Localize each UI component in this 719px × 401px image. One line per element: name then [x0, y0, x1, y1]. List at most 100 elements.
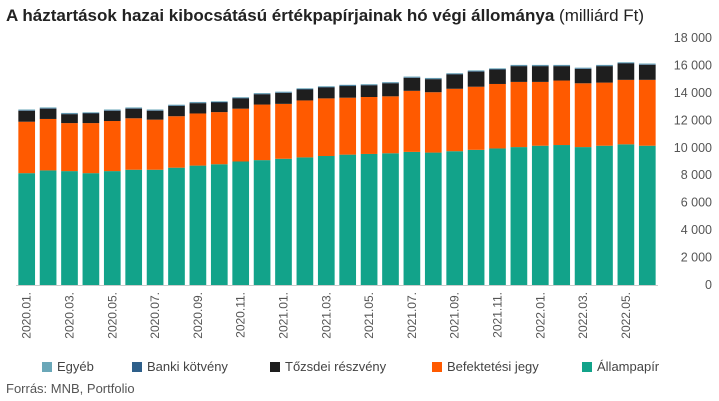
y-tick-label: 14 000: [674, 86, 712, 100]
x-tick-label: 2021.01.: [277, 292, 291, 339]
chart-title-unit: (milliárd Ft): [559, 6, 645, 25]
bar-2021-10-series-4: [467, 70, 485, 72]
bar-2022-06-series-1: [638, 79, 656, 146]
bar-2021-11-series-2: [489, 69, 506, 84]
bar-2021-04-series-0: [339, 154, 357, 285]
bar-2021-03-series-4: [317, 86, 335, 87]
legend-item-allampapir: Állampapír: [582, 359, 659, 374]
bar-2020-10-series-0: [210, 164, 228, 285]
bar-2021-05-series-2: [360, 85, 378, 97]
bar-2021-03-series-0: [317, 156, 335, 285]
bar-2020-02-series-4: [39, 107, 57, 109]
y-tick-label: 8 000: [681, 168, 712, 182]
legend-swatch-egyeb: [42, 361, 52, 372]
chart-title: A háztartások hazai kibocsátású értékpap…: [6, 6, 644, 26]
bar-2020-11-series-3: [232, 97, 250, 99]
bar-2021-10-series-1: [467, 86, 485, 150]
bar-2020-11-series-0: [232, 161, 250, 285]
legend-label-befektetesi-jegy: Befektetési jegy: [447, 359, 539, 374]
bar-2021-12-series-4: [510, 64, 528, 66]
bar-2021-07-series-1: [403, 90, 421, 152]
bar-2020-12-series-4: [253, 93, 271, 94]
bar-2020-05-series-1: [103, 121, 121, 172]
bar-2020-02-series-3: [39, 108, 57, 109]
bar-2022-02-series-2: [553, 66, 571, 81]
bar-2020-03-series-3: [61, 113, 78, 115]
x-tick-label: 2020.11.: [234, 292, 248, 338]
bar-2021-09-series-2: [446, 74, 464, 89]
x-tick-label: 2020.05.: [105, 292, 119, 339]
bar-2021-07-series-0: [403, 151, 421, 285]
legend-swatch-banki-kotveny: [132, 361, 142, 372]
bar-2022-06-series-0: [638, 145, 656, 285]
bar-2020-09-series-0: [189, 165, 207, 285]
bar-2020-04-series-0: [82, 173, 100, 285]
bar-2020-08-series-0: [168, 167, 185, 285]
y-tick-label: 16 000: [674, 58, 712, 72]
x-tick-label: 2022.03.: [576, 292, 590, 339]
bar-2020-06-series-0: [125, 169, 143, 285]
bar-2020-08-series-3: [168, 105, 185, 106]
bar-2021-11-series-0: [489, 148, 506, 285]
bar-2021-01-series-1: [275, 103, 292, 159]
x-tick-label: 2021.11.: [491, 292, 505, 338]
bar-2021-02-series-3: [296, 88, 314, 90]
bar-2021-02-series-4: [296, 88, 314, 89]
bar-2020-03-series-4: [61, 112, 78, 114]
bar-2021-12-series-2: [510, 66, 528, 82]
bar-2022-05-series-3: [617, 62, 635, 64]
bar-2021-01-series-3: [275, 92, 292, 93]
bar-2020-12-series-0: [253, 160, 271, 285]
bar-2021-05-series-0: [360, 153, 378, 285]
bar-2021-01-series-4: [275, 91, 292, 93]
bar-2022-04-series-2: [596, 66, 613, 83]
legend-label-banki-kotveny: Banki kötvény: [147, 359, 228, 374]
bar-2020-10-series-4: [210, 101, 228, 102]
legend-swatch-befektetesi-jegy: [432, 361, 442, 372]
legend-item-tozsdei-reszveny: Tőzsdei részvény: [270, 359, 386, 374]
bar-2021-04-series-2: [339, 86, 357, 98]
y-tick-label: 2 000: [681, 251, 712, 265]
legend-item-banki-kotveny: Banki kötvény: [132, 359, 228, 374]
y-tick-label: 10 000: [674, 141, 712, 155]
bar-2022-06-series-3: [638, 64, 656, 65]
bar-2020-12-series-1: [253, 104, 271, 161]
bar-2021-11-series-1: [489, 83, 506, 149]
bar-2022-03-series-0: [574, 147, 592, 285]
bar-2022-03-series-2: [574, 68, 592, 84]
x-tick-label: 2020.09.: [191, 292, 205, 339]
legend-swatch-tozsdei-reszveny: [270, 361, 280, 372]
chart-title-main: A háztartások hazai kibocsátású értékpap…: [6, 6, 555, 25]
bar-2021-02-series-2: [296, 89, 314, 101]
x-tick-label: 2020.01.: [20, 292, 34, 339]
bar-2021-05-series-4: [360, 84, 378, 85]
bar-2022-04-series-3: [596, 65, 613, 67]
bar-2020-10-series-1: [210, 112, 228, 165]
bar-2021-12-series-1: [510, 81, 528, 148]
legend-item-befektetesi-jegy: Befektetési jegy: [432, 359, 539, 374]
bar-2022-05-series-2: [617, 63, 635, 80]
bar-2020-06-series-3: [125, 108, 143, 109]
bar-2020-06-series-4: [125, 107, 143, 109]
bar-2021-07-series-3: [403, 77, 421, 78]
bar-2021-10-series-3: [467, 71, 485, 72]
bar-2021-02-series-1: [296, 100, 314, 158]
bar-2021-12-series-0: [510, 147, 528, 285]
y-tick-label: 0: [705, 278, 712, 292]
bar-2021-01-series-0: [275, 158, 292, 285]
bar-2021-06-series-1: [382, 96, 399, 154]
bar-2021-10-series-0: [467, 149, 485, 285]
bar-2020-07-series-4: [146, 109, 164, 111]
bar-2021-08-series-4: [424, 77, 442, 79]
bar-2020-07-series-2: [146, 110, 164, 120]
bar-2022-01-series-4: [531, 64, 549, 66]
bar-2020-07-series-3: [146, 110, 164, 111]
x-tick-label: 2020.07.: [148, 292, 162, 339]
bar-2021-09-series-0: [446, 151, 464, 285]
bar-2022-02-series-4: [553, 64, 571, 66]
legend-swatch-allampapir: [582, 361, 592, 372]
bar-2021-08-series-1: [424, 92, 442, 153]
y-tick-label: 18 000: [674, 31, 712, 45]
bar-2021-04-series-1: [339, 97, 357, 155]
bar-2020-04-series-2: [82, 113, 100, 124]
